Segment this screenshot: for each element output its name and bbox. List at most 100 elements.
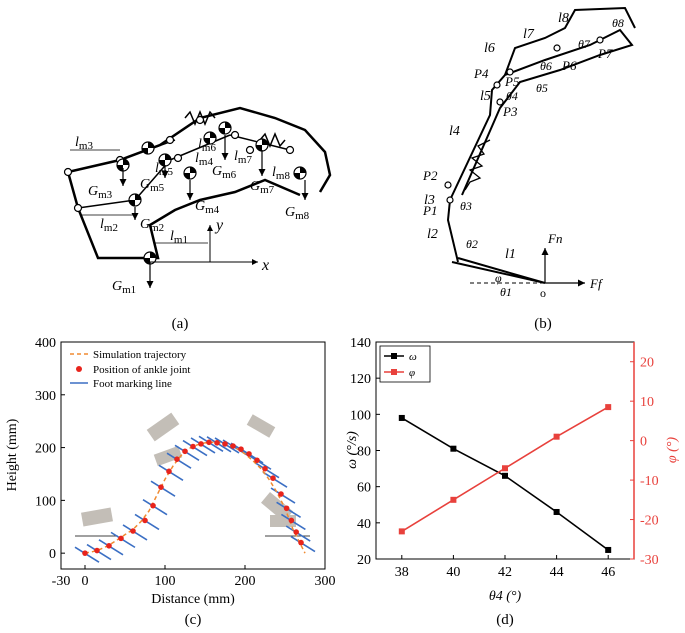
ankle-point-2 bbox=[106, 542, 112, 549]
series-0-point-0 bbox=[398, 414, 405, 421]
series-1-point-0 bbox=[398, 528, 405, 535]
c-ytick-label-2: 200 bbox=[35, 442, 56, 457]
chart-d-legend: ω φ bbox=[379, 345, 431, 383]
label-lm4: lm4 bbox=[195, 151, 213, 168]
caption-d: (d) bbox=[496, 612, 514, 628]
label-angle-7: θ7 bbox=[578, 37, 591, 51]
label-origin: o bbox=[540, 286, 546, 300]
d-ytick-right-label-3: 0 bbox=[640, 435, 647, 450]
ankle-point-14 bbox=[214, 440, 220, 446]
label-lm8: lm8 bbox=[272, 165, 290, 182]
chart-d-xlabel: θ4 (°) bbox=[489, 589, 522, 604]
series-0-point-3 bbox=[553, 508, 560, 515]
label-angle-5: θ5 bbox=[536, 81, 548, 95]
panel-a-mechanism-diagram: x y lm1 lm2 lm3 lm4 lm5 lm6 lm7 lm8 Gm1 Gm2 Gm3 Gm4… bbox=[63, 106, 332, 332]
label-P3: P3 bbox=[502, 104, 518, 119]
gravity-arrows bbox=[119, 135, 309, 288]
inner-link-3 bbox=[134, 159, 171, 201]
label-angle-1: θ1 bbox=[500, 285, 512, 299]
chart-d-ylabel-left: ω (°/s) bbox=[345, 431, 360, 469]
label-l3: l3 bbox=[424, 193, 435, 208]
series-0-point-2 bbox=[502, 472, 508, 479]
legend-swatch-ankle bbox=[76, 366, 82, 372]
c-ytick-label-0: 0 bbox=[49, 547, 56, 562]
mechanism-outline-lower bbox=[66, 171, 301, 260]
chart-d-ylabel-right: φ (°) bbox=[665, 437, 680, 464]
axis-y-label: y bbox=[214, 217, 224, 234]
label-angle-3: θ3 bbox=[460, 199, 472, 213]
ankle-point-21 bbox=[270, 475, 276, 482]
panel-b-link-diagram: l1 l2 l3 l4 l5 l6 l7 l8 P1 P2 P3 P4 P5 P6 P7 θ1 θ2 θ3 θ4 θ5… bbox=[422, 6, 636, 332]
shank-spring bbox=[464, 139, 491, 191]
chart-c-legend: Simulation trajectory Position of ankle … bbox=[70, 349, 190, 390]
label-P2: P2 bbox=[422, 168, 438, 183]
series-line-0 bbox=[401, 417, 609, 551]
com-marker-9 bbox=[141, 141, 155, 155]
label-Gm7: Gm7 bbox=[250, 179, 275, 196]
legend-label-foot: Foot marking line bbox=[93, 378, 172, 390]
label-angle-6: θ6 bbox=[540, 59, 552, 73]
legend-marker-omega bbox=[391, 353, 397, 359]
c-xtick-label-3: 200 bbox=[235, 574, 256, 589]
chart-c-ylabel: Height (mm) bbox=[5, 418, 20, 491]
trajectory-line bbox=[84, 441, 306, 554]
d-xtick-label-0: 38 bbox=[395, 565, 409, 580]
ankle-point-11 bbox=[190, 443, 196, 450]
ankle-point-22 bbox=[278, 491, 284, 497]
label-Gm8: Gm8 bbox=[285, 205, 310, 222]
chart-d-series bbox=[398, 404, 612, 553]
ankle-point-26 bbox=[298, 539, 304, 546]
ankle-point-16 bbox=[230, 443, 236, 449]
label-l5: l5 bbox=[480, 89, 491, 104]
label-lm6: lm6 bbox=[198, 137, 216, 154]
label-Fn: Fn bbox=[547, 231, 562, 246]
ankle-point-5 bbox=[142, 517, 148, 524]
label-lm7: lm7 bbox=[234, 149, 252, 166]
caption-a: (a) bbox=[172, 316, 189, 332]
ankle-point-18 bbox=[246, 451, 252, 457]
d-xtick-label-4: 46 bbox=[601, 565, 615, 580]
panel-d-dual-axis-chart: 38 40 42 44 46 20 40 60 80 100 120 140 -30 -20 -10 0 10 2… bbox=[345, 336, 680, 628]
ankle-point-17 bbox=[238, 446, 244, 452]
d-ytick-right-label-5: 20 bbox=[640, 356, 654, 371]
legend-label-trajectory: Simulation trajectory bbox=[93, 349, 187, 361]
label-angle-9: φ bbox=[495, 271, 502, 285]
c-xtick-label-0: -30 bbox=[52, 574, 71, 589]
label-Gm5: Gm5 bbox=[140, 177, 165, 194]
d-ytick-left-label-6: 140 bbox=[350, 336, 371, 351]
label-P7: P7 bbox=[597, 46, 613, 61]
ankle-point-0 bbox=[82, 550, 88, 556]
d-ytick-left-label-2: 60 bbox=[357, 481, 371, 496]
label-angle-8: θ8 bbox=[612, 16, 624, 30]
spring-1 bbox=[184, 110, 216, 126]
legend-box bbox=[379, 345, 431, 383]
label-angle-4: θ4 bbox=[506, 89, 518, 103]
chart-d-ticks: 38 40 42 44 46 20 40 60 80 100 120 140 -30 -20 -10 0 10 2… bbox=[350, 336, 659, 580]
c-xtick-label-4: 300 bbox=[315, 574, 336, 589]
chart-c-xlabel: Distance (mm) bbox=[151, 592, 235, 607]
com-marker-5 bbox=[158, 153, 172, 167]
chart-c-frame bbox=[60, 341, 326, 570]
caption-c: (c) bbox=[185, 612, 202, 628]
ankle-point-9 bbox=[174, 456, 180, 462]
d-ytick-left-label-0: 20 bbox=[357, 553, 371, 568]
label-l2: l2 bbox=[427, 227, 438, 242]
d-ytick-left-label-5: 120 bbox=[350, 372, 371, 387]
series-1-point-4 bbox=[605, 404, 612, 411]
ankle-point-6 bbox=[150, 502, 156, 509]
chart-c-ticks: -30 0 100 200 300 0 100 200 300 400 bbox=[35, 336, 336, 589]
d-xtick-label-2: 42 bbox=[498, 565, 512, 580]
com-marker-4 bbox=[183, 166, 197, 180]
leg-chain bbox=[446, 28, 634, 263]
inner-link-2 bbox=[77, 199, 136, 209]
c-ytick-label-1: 100 bbox=[35, 494, 56, 509]
label-l4: l4 bbox=[449, 124, 460, 139]
label-lm1: lm1 bbox=[170, 229, 188, 246]
series-0-point-4 bbox=[605, 546, 612, 553]
legend-marker-phi bbox=[391, 369, 397, 375]
com-marker-7 bbox=[255, 138, 269, 152]
panel-b-labels: l1 l2 l3 l4 l5 l6 l7 l8 P1 P2 P3 P4 P5 P6 P7 θ1 θ2 θ3 θ4 θ5… bbox=[422, 11, 624, 300]
com-marker-8 bbox=[293, 166, 307, 180]
